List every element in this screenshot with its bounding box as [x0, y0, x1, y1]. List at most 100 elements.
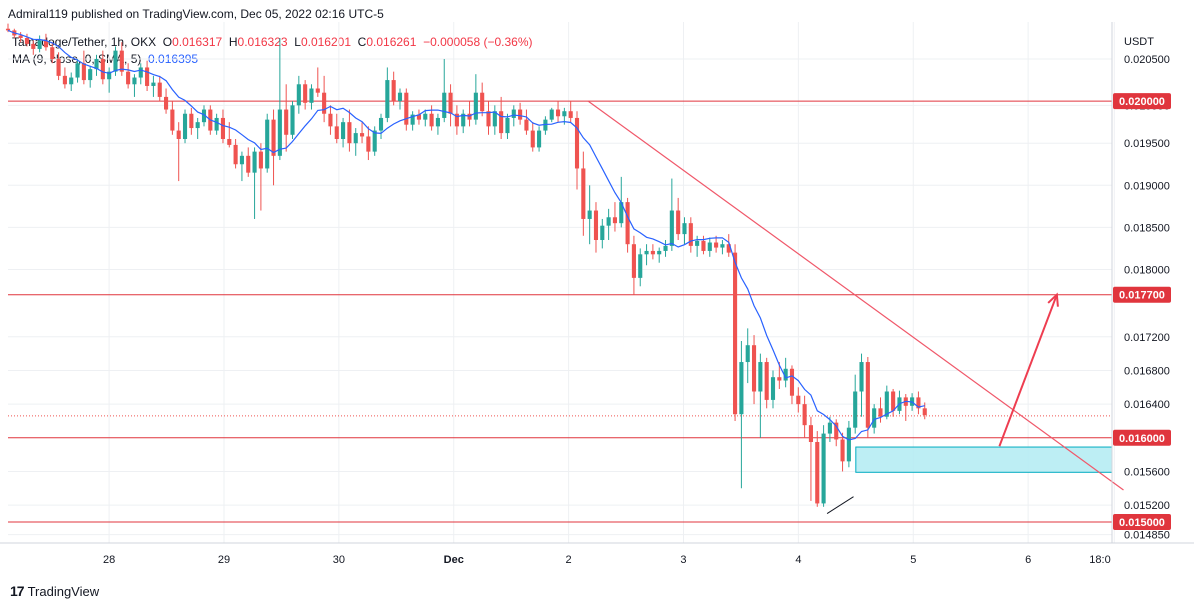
candle-body-15: [100, 59, 105, 80]
candle-body-63: [404, 92, 409, 125]
candle-108: [688, 217, 693, 253]
candle-body-77: [492, 111, 497, 127]
tradingview-logo-icon: 17: [10, 583, 25, 599]
high-value: 0.016323: [237, 35, 288, 49]
candle-body-33: [214, 117, 219, 131]
candle-body-0: [5, 28, 11, 31]
candle-12: [81, 50, 86, 85]
x-tick-label-2: 30: [333, 554, 345, 566]
candle-body-67: [429, 113, 434, 127]
candle-81: [518, 102, 523, 125]
candle-body-58: [372, 130, 377, 152]
candle-body-127: [808, 425, 813, 442]
candle-body-109: [695, 240, 700, 246]
candle-6: [43, 33, 48, 51]
candle-59: [378, 113, 384, 139]
candle-74: [473, 74, 478, 125]
candle-131: [834, 419, 839, 447]
candle-body-139: [884, 391, 889, 417]
candle-body-26: [170, 109, 175, 131]
candle-89: [568, 101, 573, 123]
candle-body-111: [707, 242, 712, 251]
candle-107: [682, 217, 687, 245]
descending-trendline: [587, 100, 1124, 491]
candle-body-62: [397, 92, 403, 102]
candle-body-11: [75, 63, 80, 78]
candle-101: [644, 244, 649, 266]
horizontal-levels: [8, 100, 1112, 523]
candle-body-13: [88, 69, 93, 81]
candle-body-137: [872, 408, 877, 428]
candle-66: [423, 109, 428, 127]
x-tick-label-8: 6: [1025, 554, 1031, 566]
candle-body-54: [347, 122, 352, 144]
x-tick-label-7: 5: [910, 554, 916, 566]
candle-112: [714, 235, 719, 253]
candle-91: [581, 151, 586, 236]
candle-110: [701, 235, 706, 255]
price-axis[interactable]: 0.0205000.0199500.0195000.0190000.018500…: [1124, 54, 1170, 542]
candle-body-130: [827, 422, 832, 434]
candle-123: [783, 357, 788, 388]
candle-111: [707, 237, 712, 257]
candle-117: [745, 328, 750, 384]
chart-drawings: [587, 100, 1124, 514]
candle-92: [587, 185, 592, 245]
y-tick-label-7: 0.016800: [1124, 365, 1170, 377]
candle-28: [182, 109, 188, 144]
candle-body-65: [416, 114, 422, 120]
candle-116: [739, 340, 744, 489]
candle-58: [372, 126, 377, 156]
candle-33: [214, 113, 219, 135]
candle-114: [726, 234, 731, 257]
candle-30: [195, 117, 200, 139]
candle-127: [808, 416, 813, 501]
candle-129: [821, 425, 826, 507]
candle-39: [252, 147, 257, 219]
candle-135: [859, 353, 864, 417]
candle-113: [720, 239, 725, 255]
candle-138: [878, 397, 883, 423]
candle-body-2: [18, 35, 23, 38]
candle-115: [733, 244, 738, 421]
candle-body-80: [511, 109, 516, 118]
candle-body-94: [600, 225, 605, 240]
candle-body-4: [31, 43, 36, 49]
candle-15: [100, 50, 105, 85]
candle-body-7: [50, 47, 55, 60]
candle-body-3: [24, 37, 30, 44]
candle-35: [227, 122, 232, 148]
y-tick-label-2: 0.019500: [1124, 138, 1170, 150]
candle-body-22: [145, 67, 150, 86]
candle-body-117: [745, 345, 750, 363]
candle-37: [239, 151, 244, 182]
candle-body-42: [271, 119, 276, 156]
candle-43: [277, 37, 282, 161]
low-wedge-line: [826, 496, 854, 514]
candle-body-133: [846, 427, 851, 462]
candle-7: [50, 42, 55, 64]
candle-18: [119, 42, 124, 76]
candle-body-12: [81, 63, 86, 81]
candle-125: [796, 387, 801, 413]
candle-body-124: [789, 368, 795, 396]
zone-rect: [855, 446, 1113, 473]
y-tick-label-10: 0.015200: [1124, 500, 1170, 512]
candle-122: [777, 362, 782, 389]
candle-9: [62, 67, 67, 89]
candle-body-86: [549, 109, 554, 120]
candle-body-93: [593, 210, 599, 240]
candle-body-134: [853, 391, 858, 428]
candle-body-136: [865, 362, 870, 428]
candle-8: [56, 52, 61, 81]
candle-3: [24, 33, 30, 47]
candle-body-68: [435, 117, 440, 127]
candle-body-107: [682, 223, 687, 235]
candle-31: [201, 105, 207, 127]
time-axis[interactable]: 28 29 30 Dec 2 3 4 5 6 18:0: [103, 554, 1111, 566]
symbol-label[interactable]: Tamadoge/Tether, 1h, OKX: [12, 35, 157, 49]
candle-84: [537, 126, 542, 152]
footer-brand[interactable]: 17 TradingView: [10, 583, 99, 599]
level-badge-3: [1113, 513, 1171, 530]
